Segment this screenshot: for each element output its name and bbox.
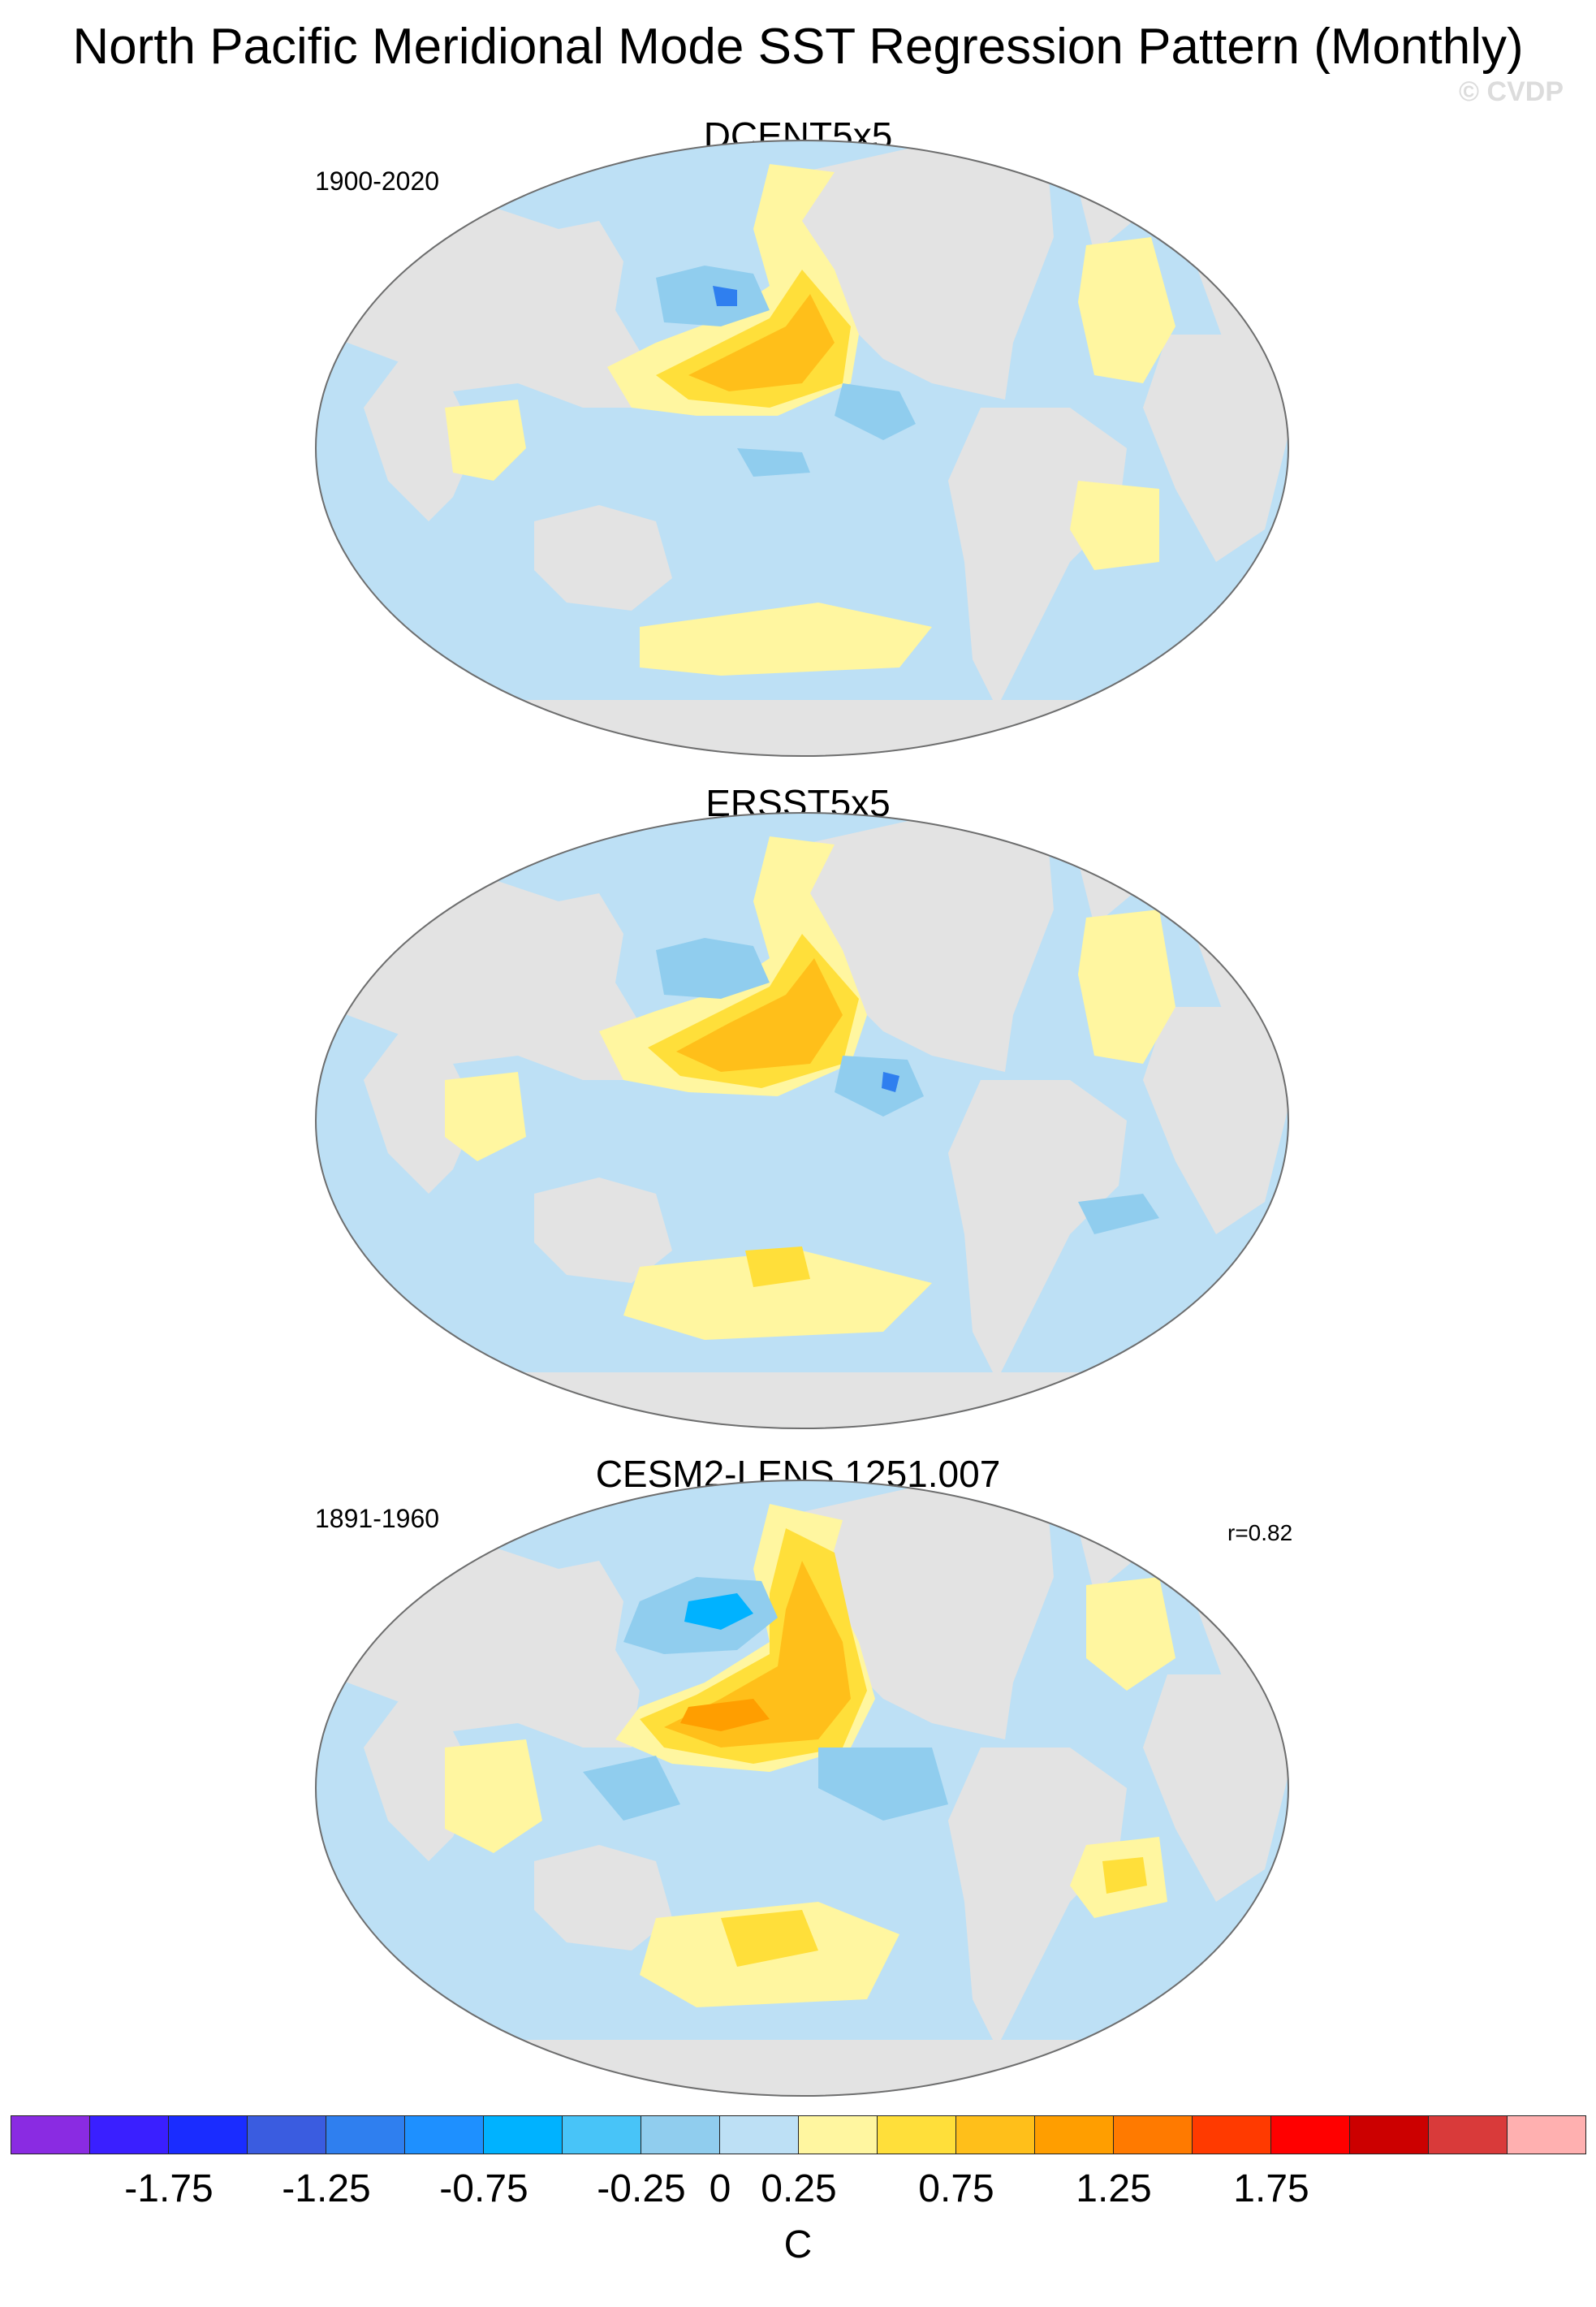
map-panel-cesm2 [315,1480,1289,2097]
colorbar-tick-label: 1.25 [1076,2167,1152,2210]
colorbar-box [1349,2115,1429,2154]
sst-field [315,1480,1289,2097]
warm-anomaly-north-atlantic [1078,237,1175,383]
land-north-america [761,140,1054,400]
colorbar-box [1034,2115,1114,2154]
warm-anomaly-southern-ocean [623,1251,932,1340]
cool-anomaly-tropical-east [835,1056,924,1117]
colorbar-tick-label: -1.75 [124,2167,214,2210]
cool-anomaly-tropical-east [835,383,916,440]
cool-anomaly-south-pacific [737,448,810,477]
colorbar-tick-label: 0.75 [918,2167,994,2210]
colorbar-tick-label: 1.75 [1233,2167,1309,2210]
cvdp-credit: © CVDP [1459,76,1564,107]
colorbar-box [798,2115,878,2154]
land-south-america [948,1748,1127,2048]
colorbar-box [1192,2115,1271,2154]
warm-anomaly-strong [676,958,843,1072]
warm-anomaly-indian [445,400,526,481]
warm-anomaly-south-atlantic [1070,481,1159,570]
colorbar-tick-label: 0.25 [761,2167,837,2210]
figure-title: North Pacific Meridional Mode SST Regres… [72,19,1524,75]
colorbar-unit: C [783,2223,813,2266]
colorbar-box [1507,2115,1586,2154]
colorbar-box [877,2115,956,2154]
warm-anomaly-north-atlantic [1078,909,1175,1064]
cool-anomaly-kuroshio [656,938,770,999]
cool-anomaly-maritime [583,1756,680,1821]
colorbar-box [483,2115,563,2154]
colorbar-box [955,2115,1035,2154]
cool-anomaly-south-atlantic [1078,1194,1159,1234]
map-frame [315,140,1289,757]
warm-anomaly-indian [445,1739,542,1853]
warm-anomaly-peak [680,1699,770,1731]
colorbar-tick-label: -0.75 [439,2167,528,2210]
colorbar-box [404,2115,484,2154]
colorbar-box [168,2115,248,2154]
colorbar-box [11,2115,90,2154]
colorbar-box [1270,2115,1350,2154]
land-antarctica [315,700,1289,757]
sst-field [315,140,1289,757]
colorbar [11,2115,1586,2154]
warm-anomaly-indian [445,1072,526,1161]
cool-anomaly-core [882,1072,899,1092]
colorbar-box [1113,2115,1193,2154]
colorbar-box [247,2115,326,2154]
warm-anomaly-strong [664,1561,851,1748]
colorbar-box [641,2115,720,2154]
colorbar-tick-label: -1.25 [282,2167,371,2210]
colorbar-box [326,2115,405,2154]
warm-anomaly-southern-ocean [640,603,932,676]
colorbar-box [719,2115,799,2154]
land-africa [1143,335,1289,562]
land-australia [534,1845,672,1951]
warm-anomaly-north-atlantic [1086,1577,1175,1691]
cool-anomaly-core [684,1593,753,1630]
land-north-america [761,812,1054,1072]
cool-anomaly-tropical-east [818,1748,948,1821]
land-africa [1143,1007,1289,1234]
map-panel-dcent [315,140,1289,757]
map-panel-ersst [315,812,1289,1429]
warm-anomaly-south-atlantic-core [1102,1857,1147,1894]
cool-anomaly-kuroshio [656,266,770,326]
land-antarctica [315,2040,1289,2097]
colorbar-tick-label: 0 [709,2167,731,2210]
warm-anomaly-south-pacific [745,1246,810,1287]
colorbar-box [89,2115,169,2154]
map-frame [315,812,1289,1429]
panel-3-correlation: r=0.82 [1227,1520,1293,1545]
land-australia [534,505,672,611]
land-africa [1143,1674,1289,1902]
map-frame [315,1480,1289,2097]
colorbar-tick-label: -0.25 [597,2167,686,2210]
land-india-arabia [364,1015,477,1194]
colorbar-labels: -1.75 -1.25 -0.75 -0.25 0 0.25 0.75 1.25 1.75 [11,2167,1586,2215]
panel-3-period: 1891-1960 [315,1504,440,1533]
warm-anomaly-south-pacific [721,1910,818,1967]
land-india-arabia [364,343,477,521]
cool-anomaly-core [713,286,737,306]
panel-1-period: 1900-2020 [315,166,440,196]
colorbar-box [562,2115,641,2154]
land-antarctica [315,1372,1289,1429]
land-australia [534,1177,672,1283]
sst-field [315,812,1289,1429]
colorbar-box [1428,2115,1508,2154]
land-south-america [948,1080,1127,1380]
warm-anomaly-strong [688,294,835,391]
